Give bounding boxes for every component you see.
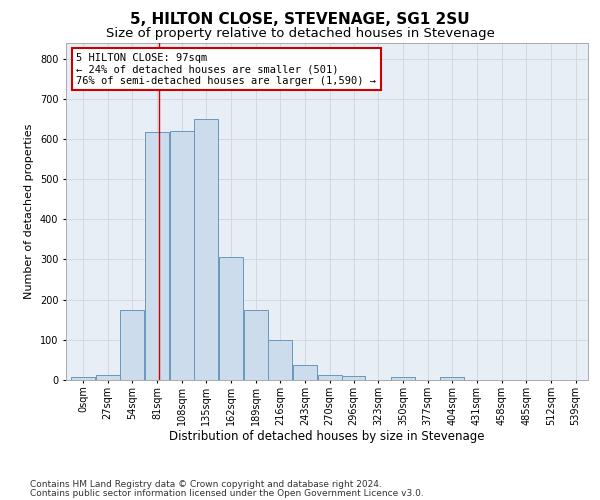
Text: Size of property relative to detached houses in Stevenage: Size of property relative to detached ho…: [106, 28, 494, 40]
Bar: [219, 258, 243, 380]
Bar: [318, 375, 342, 380]
Text: Contains HM Land Registry data © Crown copyright and database right 2024.: Contains HM Land Registry data © Crown c…: [30, 480, 382, 489]
Bar: [244, 310, 268, 380]
Bar: [268, 340, 292, 380]
Bar: [391, 377, 415, 380]
Text: Contains public sector information licensed under the Open Government Licence v3: Contains public sector information licen…: [30, 488, 424, 498]
Bar: [440, 377, 464, 380]
X-axis label: Distribution of detached houses by size in Stevenage: Distribution of detached houses by size …: [169, 430, 485, 444]
Bar: [145, 132, 169, 380]
Text: 5, HILTON CLOSE, STEVENAGE, SG1 2SU: 5, HILTON CLOSE, STEVENAGE, SG1 2SU: [130, 12, 470, 28]
Bar: [95, 375, 119, 380]
Bar: [121, 310, 144, 380]
Bar: [71, 377, 95, 380]
Text: 5 HILTON CLOSE: 97sqm
← 24% of detached houses are smaller (501)
76% of semi-det: 5 HILTON CLOSE: 97sqm ← 24% of detached …: [76, 52, 376, 86]
Bar: [341, 376, 365, 380]
Bar: [170, 131, 194, 380]
Bar: [293, 364, 317, 380]
Y-axis label: Number of detached properties: Number of detached properties: [25, 124, 34, 299]
Bar: [194, 119, 218, 380]
